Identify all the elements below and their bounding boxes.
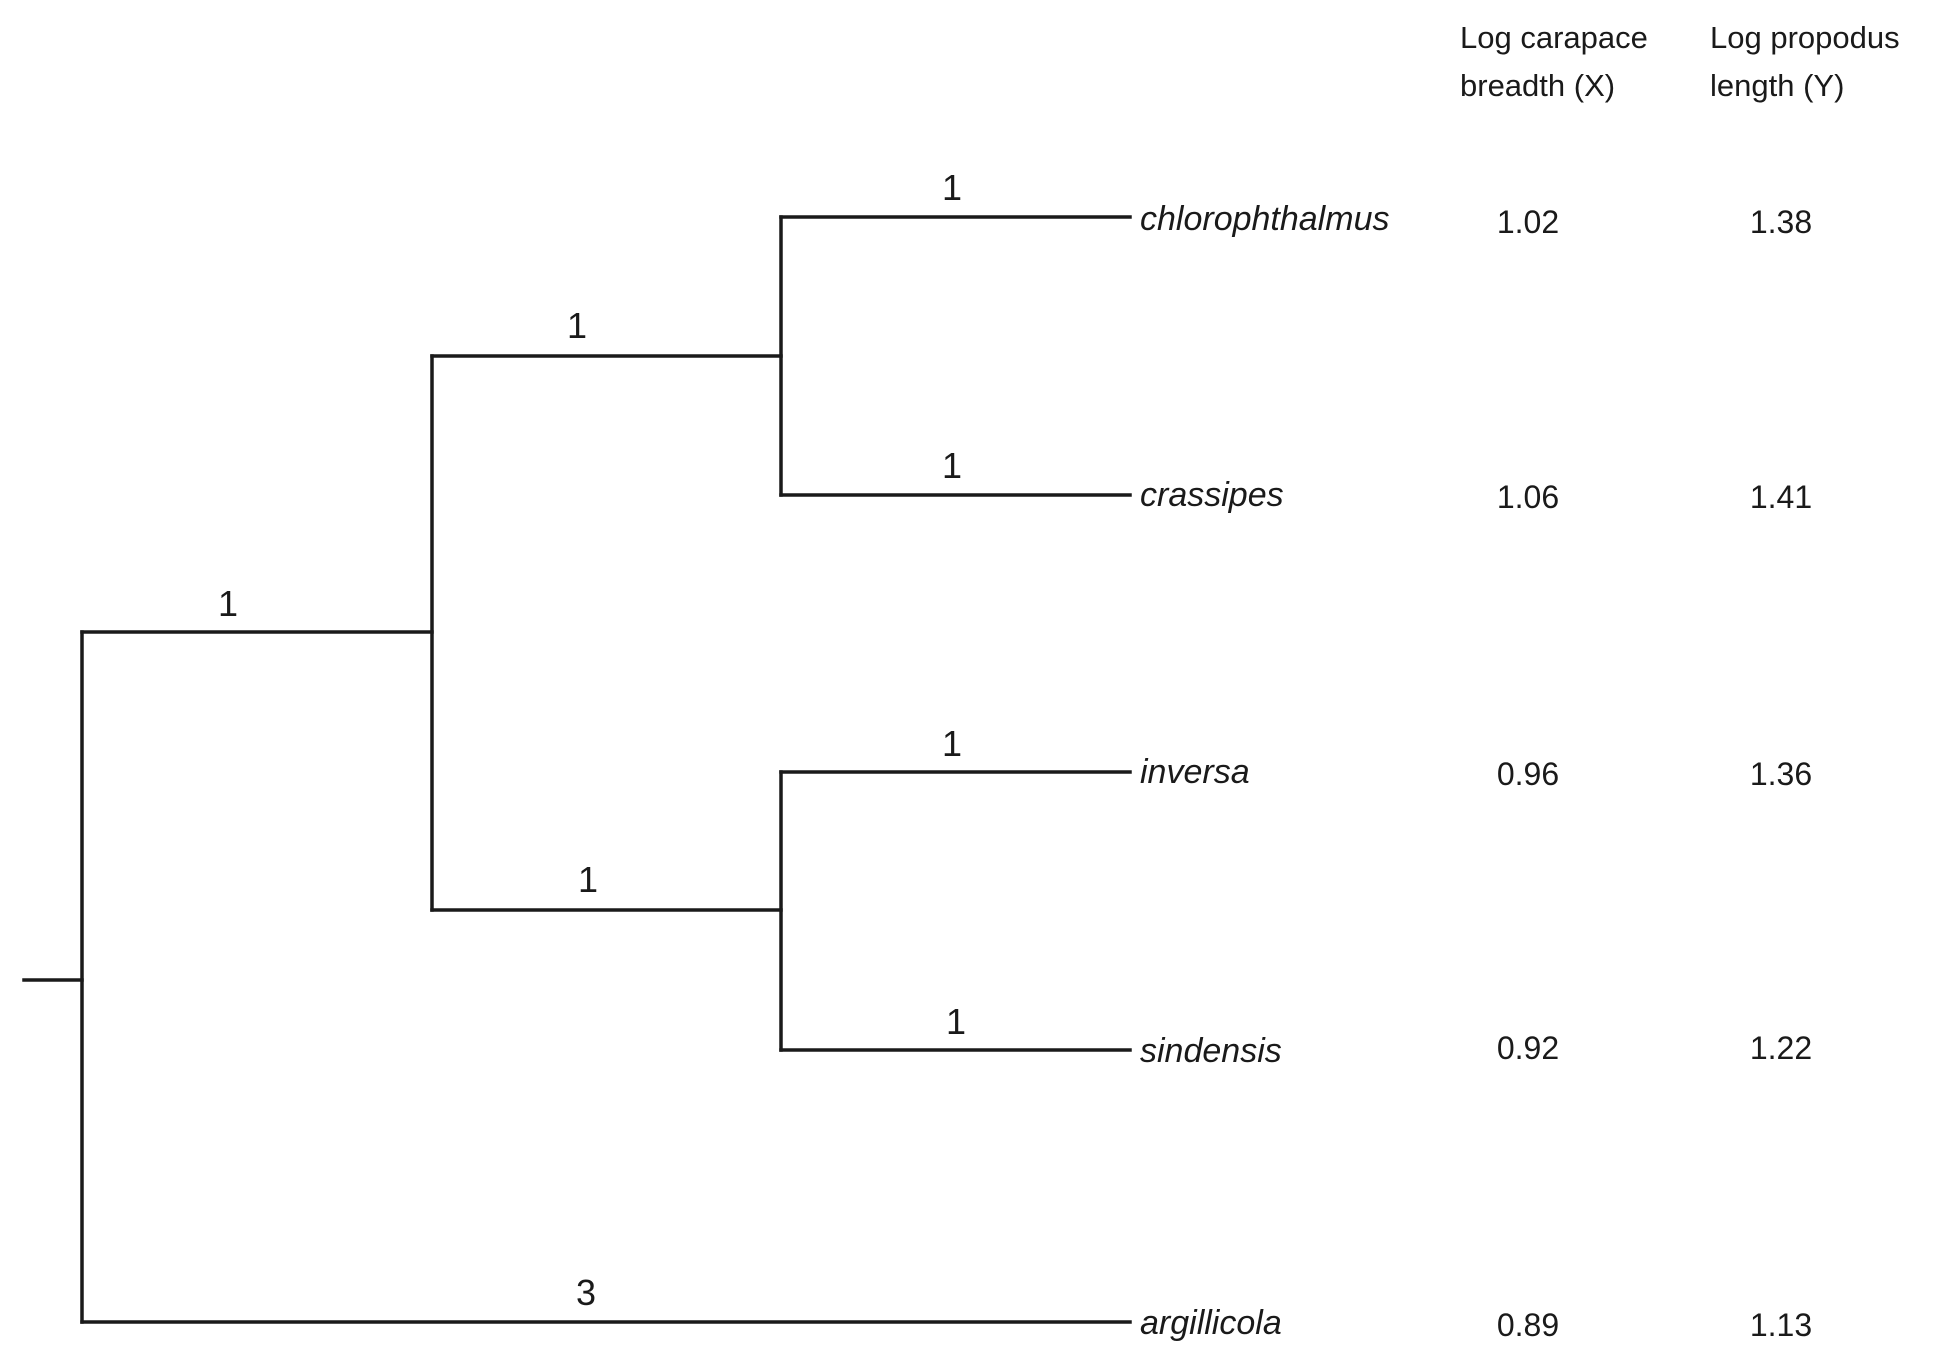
branch-length-argillicola: 3 — [576, 1272, 596, 1313]
carapace-breadth-value: 1.02 — [1497, 204, 1559, 240]
column-header-x-line1: Log carapace — [1460, 20, 1648, 55]
propodus-length-value: 1.13 — [1750, 1307, 1812, 1343]
branch-length-sindensis: 1 — [946, 1001, 966, 1042]
propodus-length-value: 1.22 — [1750, 1030, 1812, 1066]
branch-length-chloro-crassipes-clade: 1 — [567, 305, 587, 346]
taxon-name: crassipes — [1140, 476, 1284, 514]
branch-length-chlorophthalmus: 1 — [942, 167, 962, 208]
propodus-length-value: 1.36 — [1750, 756, 1812, 792]
column-header-y-line1: Log propodus — [1710, 20, 1900, 55]
propodus-length-value: 1.38 — [1750, 204, 1812, 240]
carapace-breadth-value: 0.89 — [1497, 1307, 1559, 1343]
carapace-breadth-value: 0.96 — [1497, 756, 1559, 792]
branch-length-crassipes: 1 — [942, 445, 962, 486]
branch-length-four-taxa-clade: 1 — [218, 583, 238, 624]
carapace-breadth-value: 1.06 — [1497, 479, 1559, 515]
carapace-breadth-value: 0.92 — [1497, 1030, 1559, 1066]
column-header-y-line2: length (Y) — [1710, 68, 1844, 103]
branch-length-inversa: 1 — [942, 723, 962, 764]
propodus-length-value: 1.41 — [1750, 479, 1812, 515]
column-header-x-line2: breadth (X) — [1460, 68, 1615, 103]
taxon-name: chlorophthalmus — [1140, 200, 1389, 238]
taxon-name: argillicola — [1140, 1304, 1282, 1342]
taxon-name: inversa — [1140, 753, 1250, 791]
taxon-name: sindensis — [1140, 1032, 1282, 1070]
branch-length-inversa-sindensis-clade: 1 — [578, 859, 598, 900]
